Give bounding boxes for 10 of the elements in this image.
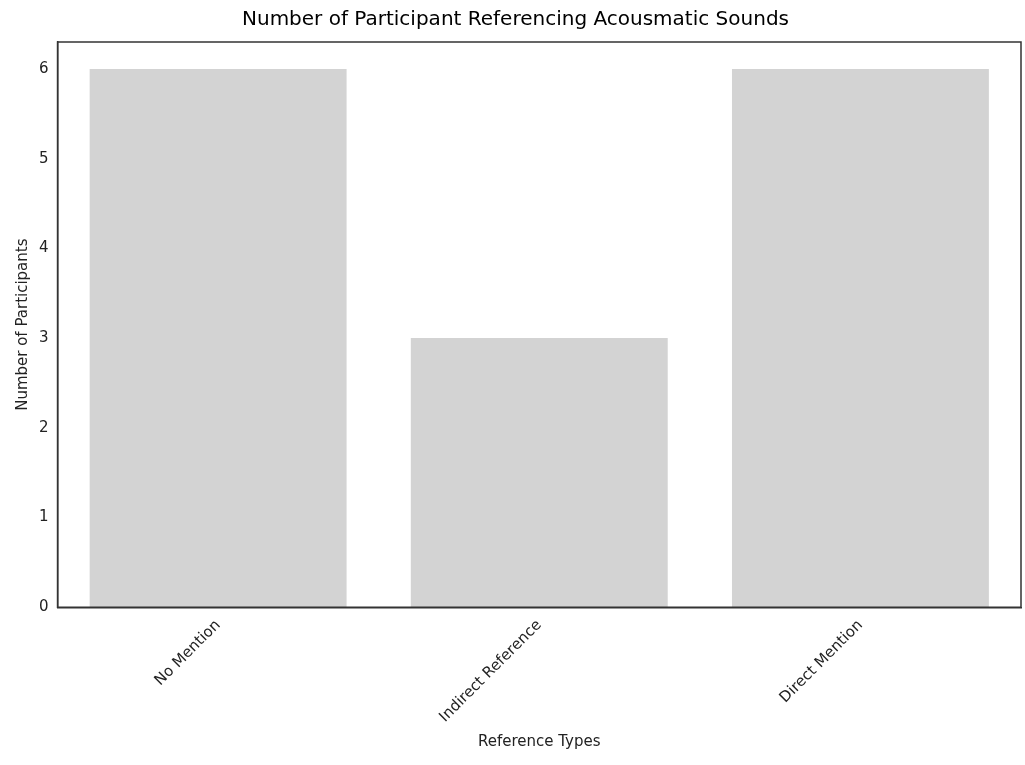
- y-tick-label: 1: [39, 507, 49, 526]
- x-axis-title: Reference Types: [477, 731, 601, 750]
- y-tick-label: 6: [39, 58, 49, 77]
- y-tick-label: 4: [39, 238, 49, 257]
- y-tick-label: 3: [39, 328, 49, 347]
- chart-title: Number of Participant Referencing Acousmatic Sounds: [242, 6, 789, 31]
- y-axis-title: Number of Participants: [12, 238, 31, 411]
- y-tick-label: 0: [39, 597, 49, 616]
- y-tick-label: 5: [39, 148, 49, 167]
- y-tick-label: 2: [39, 417, 49, 436]
